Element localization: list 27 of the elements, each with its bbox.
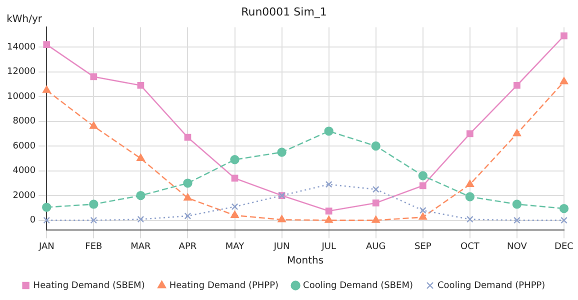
- chart-title: Run0001 Sim_1: [241, 5, 327, 18]
- legend-label: Heating Demand (SBEM): [33, 280, 145, 291]
- y-tick-label: 8000: [12, 116, 36, 127]
- y-tick-label: 4000: [12, 166, 36, 176]
- y-tick-label: 10000: [6, 92, 36, 102]
- legend-label: Cooling Demand (PHPP): [438, 280, 546, 291]
- x-tick-label: MAY: [225, 242, 245, 252]
- y-tick-label: 0: [30, 216, 36, 226]
- x-tick-label: JAN: [38, 242, 54, 252]
- x-tick-label: DEC: [554, 242, 574, 252]
- x-axis-title: Months: [287, 256, 324, 267]
- y-axis-title: kWh/yr: [6, 14, 43, 25]
- x-tick-label: JUN: [272, 242, 290, 252]
- y-tick-label: 14000: [6, 42, 36, 52]
- legend-label: Cooling Demand (SBEM): [303, 280, 414, 291]
- x-tick-label: AUG: [366, 242, 386, 252]
- y-tick-label: 6000: [12, 141, 36, 152]
- x-tick-label: OCT: [460, 242, 480, 252]
- y-tick-label: 2000: [12, 190, 36, 201]
- x-tick-label: MAR: [130, 242, 151, 252]
- y-tick-label: 12000: [6, 67, 36, 78]
- legend-label: Heating Demand (PHPP): [169, 280, 279, 291]
- x-tick-label: JUL: [320, 242, 336, 252]
- x-tick-label: FEB: [85, 242, 102, 252]
- x-tick-label: SEP: [414, 242, 432, 252]
- x-tick-label: NOV: [507, 242, 528, 252]
- x-tick-label: APR: [178, 242, 197, 252]
